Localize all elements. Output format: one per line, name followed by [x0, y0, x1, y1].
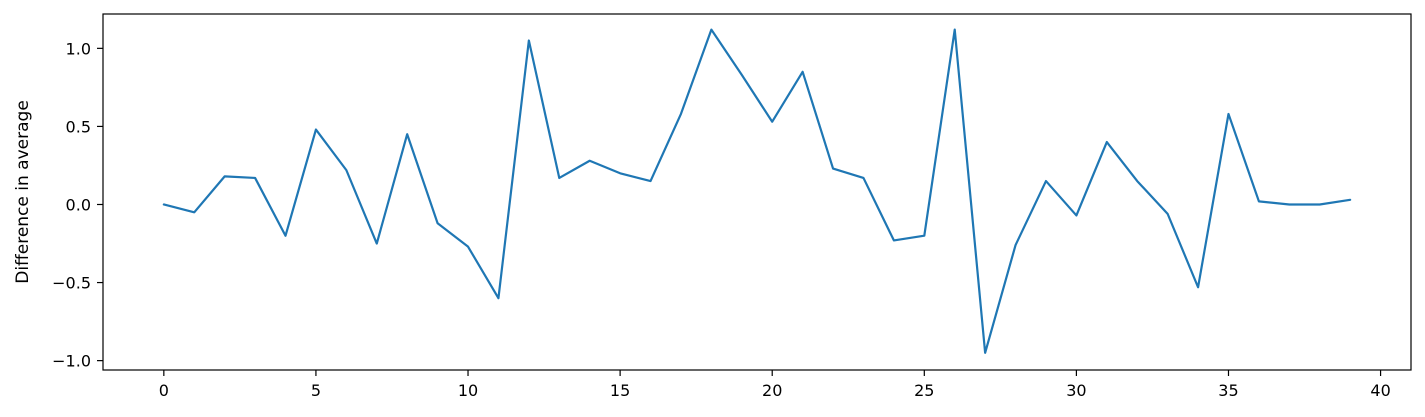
x-tick-label: 40	[1370, 381, 1390, 400]
y-tick-label: −1.0	[52, 352, 91, 371]
x-tick-label: 20	[762, 381, 782, 400]
y-axis: −1.0 −0.5 0.0 0.5 1.0	[52, 39, 103, 371]
x-axis: 0 5 10 15 20 25 30 35 40	[159, 370, 1391, 400]
y-tick-label: 0.5	[66, 117, 91, 136]
y-tick-label: 0.0	[66, 195, 91, 214]
y-axis-label: Difference in average	[13, 100, 33, 284]
x-tick-label: 15	[610, 381, 630, 400]
x-tick-label: 25	[914, 381, 934, 400]
data-series-line	[162, 28, 1352, 354]
x-tick-label: 30	[1066, 381, 1086, 400]
x-tick-label: 10	[458, 381, 478, 400]
y-tick-label: 1.0	[66, 39, 91, 58]
x-tick-label: 35	[1218, 381, 1238, 400]
y-tick-label: −0.5	[52, 274, 91, 293]
plot-area	[103, 14, 1411, 370]
x-tick-label: 5	[311, 381, 321, 400]
x-tick-label: 0	[159, 381, 169, 400]
plot-frame	[102, 13, 1412, 371]
